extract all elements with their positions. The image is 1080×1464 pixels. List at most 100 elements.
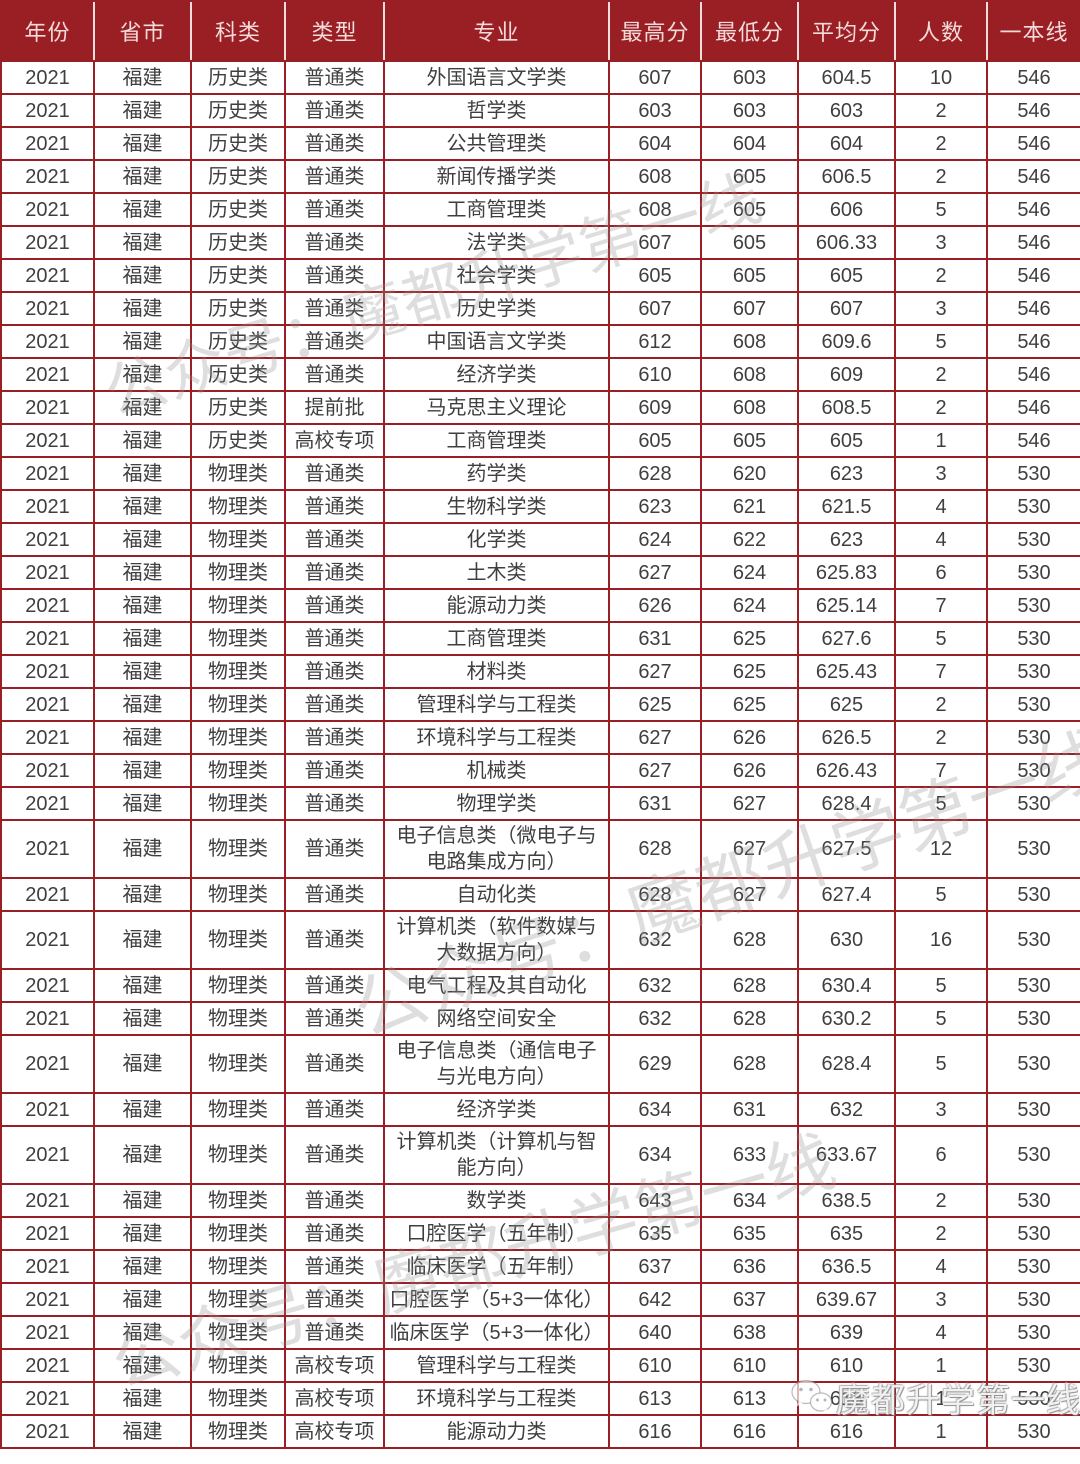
table-cell: 5 — [894, 1034, 988, 1094]
table-cell: 637 — [700, 1282, 799, 1317]
table-cell: 530 — [986, 1381, 1080, 1416]
table-cell: 605 — [608, 258, 702, 293]
table-cell: 福建 — [93, 390, 192, 425]
table-cell: 福建 — [93, 192, 192, 227]
table-cell: 哲学类 — [383, 93, 610, 128]
column-header: 省市 — [93, 0, 191, 62]
table-cell: 605 — [700, 423, 799, 458]
table-cell: 639.67 — [797, 1282, 896, 1317]
table-cell: 2021 — [0, 225, 95, 260]
table-cell: 材料类 — [383, 654, 610, 689]
table-cell: 福建 — [93, 1348, 192, 1383]
table-cell: 624 — [700, 555, 799, 590]
table-cell: 物理类 — [190, 489, 286, 524]
table-cell: 物理类 — [190, 588, 286, 623]
table-cell: 605 — [608, 423, 702, 458]
table-cell: 621 — [700, 489, 799, 524]
table-cell: 高校专项 — [284, 1381, 385, 1416]
table-cell: 普通类 — [284, 93, 385, 128]
table-cell: 625.43 — [797, 654, 896, 689]
table-cell: 607 — [608, 225, 702, 260]
table-cell: 物理类 — [190, 910, 286, 970]
table-cell: 608 — [608, 192, 702, 227]
table-cell: 530 — [986, 968, 1080, 1003]
table-cell: 636 — [700, 1249, 799, 1284]
table-cell: 3 — [894, 456, 988, 491]
table-cell: 608 — [700, 324, 799, 359]
table-cell: 626 — [608, 588, 702, 623]
table-cell: 605 — [700, 192, 799, 227]
table-cell: 635 — [797, 1216, 896, 1251]
table-cell: 普通类 — [284, 225, 385, 260]
table-cell: 2021 — [0, 93, 95, 128]
table-cell: 530 — [986, 555, 1080, 590]
table-cell: 福建 — [93, 588, 192, 623]
table-cell: 福建 — [93, 1216, 192, 1251]
table-cell: 化学类 — [383, 522, 610, 557]
table-cell: 物理类 — [190, 1125, 286, 1185]
table-cell: 普通类 — [284, 1249, 385, 1284]
table-cell: 口腔医学（5+3一体化） — [383, 1282, 610, 1317]
table-cell: 环境科学与工程类 — [383, 720, 610, 755]
table-cell: 5 — [894, 192, 988, 227]
table-cell: 530 — [986, 654, 1080, 689]
table-cell: 605 — [700, 225, 799, 260]
table-cell: 610 — [797, 1348, 896, 1383]
table-cell: 2021 — [0, 654, 95, 689]
table-row: 2021 福建 物理类 普通类 临床医学（五年制） 637 636 636.5 4 530 — [0, 1249, 1080, 1284]
table-cell: 电子信息类（通信电子与光电方向） — [383, 1034, 610, 1094]
table-cell: 普通类 — [284, 324, 385, 359]
table-cell: 普通类 — [284, 291, 385, 326]
table-cell: 福建 — [93, 225, 192, 260]
table-cell: 社会学类 — [383, 258, 610, 293]
table-cell: 630 — [797, 910, 896, 970]
table-row: 2021 福建 历史类 普通类 哲学类 603 603 603 2 546 — [0, 93, 1080, 128]
table-cell: 能源动力类 — [383, 588, 610, 623]
table-cell: 高校专项 — [284, 1414, 385, 1449]
table-body: 2021 福建 历史类 普通类 外国语言文学类 607 603 604.5 10 546 2021 福… — [0, 60, 1080, 1449]
table-cell: 608 — [608, 159, 702, 194]
table-cell: 物理类 — [190, 753, 286, 788]
table-row: 2021 福建 历史类 普通类 工商管理类 608 605 606 5 546 — [0, 192, 1080, 227]
table-cell: 马克思主义理论 — [383, 390, 610, 425]
table-row: 2021 福建 历史类 普通类 中国语言文学类 612 608 609.6 5 546 — [0, 324, 1080, 359]
table-cell: 530 — [986, 489, 1080, 524]
table-cell: 530 — [986, 1092, 1080, 1127]
table-cell: 4 — [894, 1315, 988, 1350]
table-cell: 2021 — [0, 159, 95, 194]
table-cell: 福建 — [93, 126, 192, 161]
column-header: 年份 — [0, 0, 94, 62]
table-cell: 普通类 — [284, 1092, 385, 1127]
table-cell: 623 — [797, 522, 896, 557]
table-cell: 福建 — [93, 60, 192, 95]
table-cell: 普通类 — [284, 720, 385, 755]
column-header: 一本线 — [986, 0, 1080, 62]
table-cell: 2021 — [0, 588, 95, 623]
table-cell: 626 — [700, 753, 799, 788]
table-cell: 2021 — [0, 60, 95, 95]
table-cell: 2021 — [0, 1381, 95, 1416]
table-cell: 2021 — [0, 555, 95, 590]
table-cell: 历史类 — [190, 324, 286, 359]
table-cell: 历史类 — [190, 423, 286, 458]
table-cell: 3 — [894, 1092, 988, 1127]
table-cell: 2021 — [0, 357, 95, 392]
table-cell: 607 — [700, 291, 799, 326]
table-cell: 6 — [894, 1125, 988, 1185]
table-cell: 1 — [894, 1348, 988, 1383]
table-cell: 2021 — [0, 1092, 95, 1127]
table-cell: 物理类 — [190, 522, 286, 557]
table-cell: 物理类 — [190, 1315, 286, 1350]
table-cell: 638 — [700, 1315, 799, 1350]
table-cell: 福建 — [93, 1001, 192, 1036]
table-cell: 高校专项 — [284, 1348, 385, 1383]
table-cell: 625 — [797, 687, 896, 722]
table-cell: 609.6 — [797, 324, 896, 359]
table-cell: 法学类 — [383, 225, 610, 260]
table-cell: 2021 — [0, 687, 95, 722]
table-cell: 530 — [986, 1034, 1080, 1094]
table-cell: 普通类 — [284, 910, 385, 970]
table-row: 2021 福建 物理类 普通类 土木类 627 624 625.83 6 530 — [0, 555, 1080, 590]
table-cell: 530 — [986, 753, 1080, 788]
table-cell: 633.67 — [797, 1125, 896, 1185]
